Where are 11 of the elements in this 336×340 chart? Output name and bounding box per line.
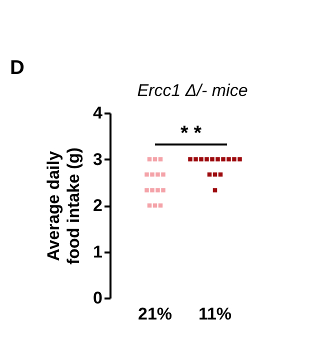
y-tick-label: 2 xyxy=(93,196,102,215)
y-tick-label: 4 xyxy=(93,104,104,122)
x-tick-label: 11% xyxy=(198,304,232,324)
y-tick-label: 1 xyxy=(93,242,102,262)
x-tick-label: 21% xyxy=(138,304,172,324)
y-tick-label: 3 xyxy=(93,150,102,169)
text: D xyxy=(10,57,24,79)
annotation: * * xyxy=(180,122,202,144)
chart-title: Ercc1 Δ/- mice xyxy=(137,81,248,100)
y-tick-label: 0 xyxy=(93,288,102,308)
y-axis-title: Average daily food intake (g) xyxy=(44,147,84,265)
